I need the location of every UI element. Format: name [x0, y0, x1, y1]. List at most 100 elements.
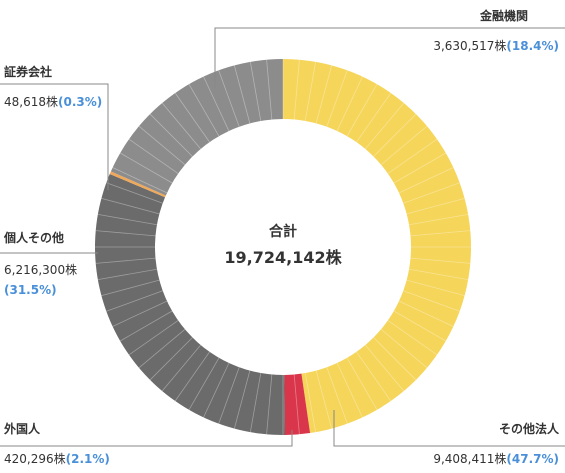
stripe-line	[410, 230, 471, 237]
leader-securities	[0, 83, 109, 190]
stripe-line	[138, 328, 186, 369]
stripe-line	[406, 197, 465, 215]
stripe-line	[266, 374, 273, 435]
stripe-line	[346, 83, 378, 137]
stripe-line	[218, 367, 240, 424]
slice-individuals	[94, 173, 285, 435]
total-value: 19,724,142株	[224, 248, 342, 267]
label-other-corporations: その他法人	[499, 421, 559, 437]
stripe-line	[403, 182, 460, 204]
stripe-line	[387, 138, 438, 174]
stripe-line	[149, 113, 193, 157]
stripe-line	[393, 310, 447, 342]
stripe-line	[315, 370, 333, 429]
slice-pct-financial: (18.4%)	[506, 39, 559, 53]
stripe-line	[106, 182, 163, 204]
slice-financial	[110, 59, 283, 196]
stripe-line	[119, 152, 173, 184]
stripe-line	[112, 167, 168, 194]
slice-securities	[109, 171, 166, 198]
slice-label-securities: 証券会社	[4, 65, 53, 79]
stripe-line	[119, 310, 173, 342]
stripe-line	[356, 351, 392, 402]
stripe-line	[112, 300, 168, 327]
stripe-line	[266, 59, 273, 120]
stripe-line	[233, 65, 251, 124]
stripe-line	[174, 351, 210, 402]
stripe-line	[95, 230, 156, 237]
stripe-line	[304, 372, 317, 433]
stripe-line	[233, 370, 251, 429]
label-foreigners: 外国人	[4, 421, 40, 437]
stripe-line	[373, 113, 417, 157]
value-other-corporations: 9,408,411株(47.7%)	[433, 451, 559, 467]
stripe-line	[249, 372, 262, 433]
stripe-line	[408, 213, 469, 226]
label-individuals: 個人その他	[4, 230, 64, 246]
stripe-line	[373, 337, 417, 381]
stripe-line	[406, 279, 465, 297]
slice-value-foreigners: 420,296株	[4, 452, 66, 466]
stripe-line	[101, 197, 160, 215]
stripe-line	[398, 167, 454, 194]
stripe-line	[364, 344, 405, 392]
total-title: 合計	[269, 224, 297, 240]
stripe-line	[393, 152, 447, 184]
leader-financial	[214, 27, 565, 88]
slice-value-securities: 48,618株	[4, 95, 58, 109]
slice-other-corp	[283, 59, 472, 434]
slice-value-financial: 3,630,517株	[433, 39, 507, 53]
slice-pct-securities: (0.3%)	[58, 95, 103, 109]
stripe-line	[364, 102, 405, 150]
stripe-line	[398, 300, 454, 327]
slice-value-other-corp: 9,408,411株	[433, 452, 507, 466]
slice-pct-foreigners: (2.1%)	[65, 452, 110, 466]
leader-lines	[0, 27, 565, 447]
stripe-line	[249, 61, 262, 122]
value-individuals: 6,216,300株	[4, 262, 77, 278]
slice-foreigners	[284, 373, 311, 435]
slice-label-foreigners: 外国人	[4, 422, 41, 436]
slice-pct-other-corp: (47.7%)	[506, 452, 559, 466]
stripe-line	[326, 367, 348, 424]
stripe-line	[161, 102, 202, 150]
stripe-line	[356, 92, 392, 143]
stripe-line	[293, 374, 300, 435]
stripe-line	[138, 125, 186, 166]
stripe-line	[101, 279, 160, 297]
stripe-line	[149, 337, 193, 381]
slice-label-financial: 金融機関	[480, 9, 529, 23]
stripe-line	[95, 257, 156, 264]
stripe-line	[161, 344, 202, 392]
stripe-line	[380, 328, 428, 369]
stripe-line	[380, 125, 428, 166]
value-foreigners: 420,296株(2.1%)	[4, 451, 110, 467]
stripe-line	[203, 362, 230, 418]
chart-center-label: 合計 19,724,142株	[183, 222, 383, 270]
stripe-line	[203, 76, 230, 132]
stripe-line	[387, 320, 438, 356]
slice-value-individuals: 6,216,300株	[4, 263, 78, 277]
stripe-line	[403, 290, 460, 312]
label-securities: 証券会社	[4, 64, 52, 80]
stripe-line	[326, 70, 348, 127]
leader-other-corp	[333, 410, 565, 447]
label-financial-institutions: 金融機関	[480, 8, 528, 24]
stripe-line	[218, 70, 240, 127]
slice-label-other-corp: その他法人	[498, 422, 559, 436]
stripe-line	[174, 92, 210, 143]
donut-slices	[94, 59, 472, 435]
stripe-line	[336, 76, 363, 132]
stripe-line	[128, 138, 179, 174]
stripe-line	[128, 320, 179, 356]
value-securities: 48,618株(0.3%)	[4, 94, 102, 110]
stripe-line	[97, 213, 158, 226]
stripe-line	[293, 59, 300, 120]
leader-foreigners	[0, 430, 293, 447]
stripe-line	[304, 61, 317, 122]
stripe-line	[106, 290, 163, 312]
stripe-line	[315, 65, 333, 124]
stripe-line	[408, 268, 469, 281]
stripe-line	[188, 357, 220, 411]
